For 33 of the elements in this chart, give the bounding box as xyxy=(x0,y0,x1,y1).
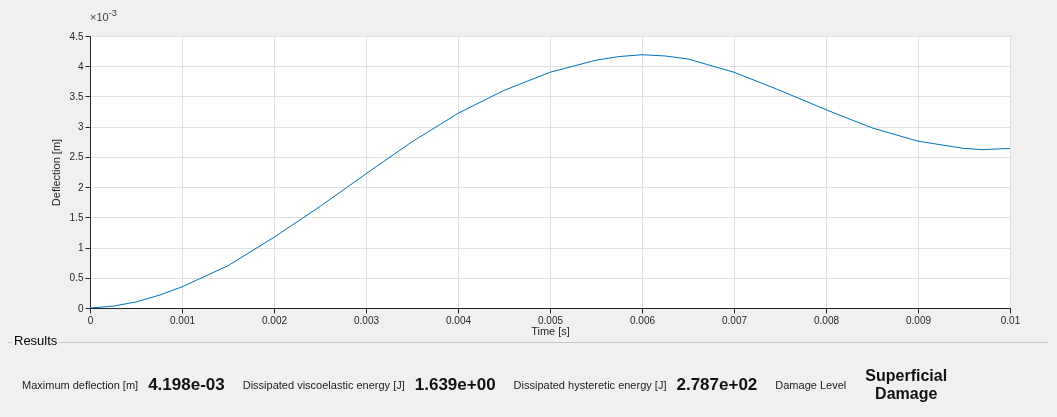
x-tick-label: 0.006 xyxy=(629,314,656,326)
text: 1.639e+00 xyxy=(414,375,496,395)
text: 4.198e-03 xyxy=(148,375,225,395)
y-tick-label: 2 xyxy=(77,181,84,193)
y-tick-label: 4 xyxy=(77,60,84,72)
x-tick-label: 0.01 xyxy=(1000,314,1021,326)
y-tick-label: 3 xyxy=(77,121,84,133)
y-axis-title: Deflection [m] xyxy=(49,138,62,207)
x-tick-label: 0.007 xyxy=(721,314,748,326)
x-axis-title: Time [s] xyxy=(531,324,570,337)
text: Damage Level xyxy=(775,379,847,391)
x-tick-label: 0.004 xyxy=(445,314,472,326)
text: Results xyxy=(12,333,60,348)
x-tick-label: 0.005 xyxy=(537,314,564,326)
x-tick-label: 0.003 xyxy=(353,314,380,326)
y-tick-label: 1 xyxy=(77,242,84,254)
y-tick-label: 4.5 xyxy=(69,30,84,42)
x-tick-label: 0.009 xyxy=(905,314,932,326)
text: Dissipated viscoelastic energy [J] xyxy=(242,379,405,391)
y-tick-label: 3.5 xyxy=(69,90,84,102)
y-tick-label: 1.5 xyxy=(69,211,84,223)
x-tick-label: 0.001 xyxy=(169,314,196,326)
x-tick-label: 0.002 xyxy=(261,314,288,326)
text: ×10$^{-3}$ xyxy=(90,8,117,23)
text: Superficial Damage xyxy=(864,367,949,403)
text: Maximum deflection [m] xyxy=(22,379,139,391)
text: 2.787e+02 xyxy=(676,375,758,395)
text: Dissipated hysteretic energy [J] xyxy=(513,379,667,391)
y-tick-label: 0 xyxy=(77,302,84,314)
x-tick-label: 0 xyxy=(87,314,94,326)
x-tick-label: 0.008 xyxy=(813,314,840,326)
y-tick-label: 2.5 xyxy=(69,151,84,163)
y-tick-label: 0.5 xyxy=(69,272,84,284)
